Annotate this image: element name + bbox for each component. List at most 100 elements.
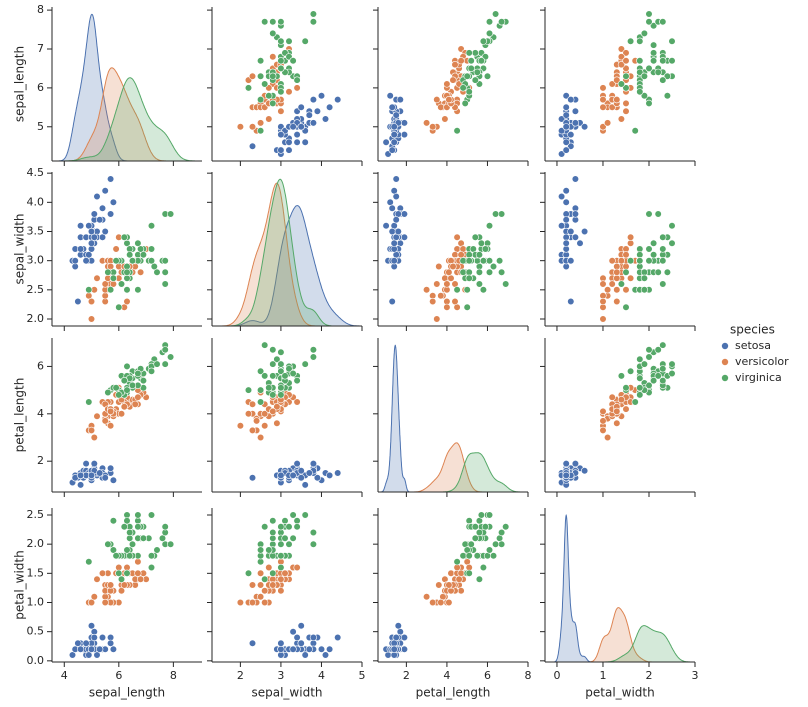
point <box>309 540 318 548</box>
point <box>248 581 257 589</box>
point <box>437 598 445 607</box>
point <box>392 175 400 183</box>
point <box>257 569 265 577</box>
point <box>309 119 318 127</box>
point <box>562 146 570 154</box>
point <box>599 315 607 323</box>
y-tick-label: 2 <box>37 454 44 467</box>
point <box>87 598 96 607</box>
point <box>576 239 584 247</box>
point <box>459 84 467 92</box>
point <box>390 645 398 653</box>
point <box>269 360 277 368</box>
point <box>106 175 115 183</box>
point <box>475 268 484 276</box>
point <box>649 377 658 385</box>
point <box>445 95 453 104</box>
point <box>617 372 626 380</box>
point <box>451 60 459 69</box>
point <box>90 210 98 218</box>
point <box>236 422 244 430</box>
point <box>93 192 101 201</box>
point <box>301 481 309 489</box>
point <box>617 115 626 123</box>
point <box>74 639 82 647</box>
point <box>161 280 169 288</box>
point <box>567 227 575 236</box>
point <box>128 257 137 265</box>
point <box>645 210 653 218</box>
point <box>463 286 471 294</box>
point <box>93 274 101 282</box>
point <box>309 528 318 537</box>
point <box>465 274 473 282</box>
point <box>457 587 465 595</box>
panel <box>207 338 363 497</box>
point <box>123 386 131 394</box>
point <box>293 523 301 531</box>
point <box>654 268 662 276</box>
y-tick-label: 5 <box>37 120 44 133</box>
kde-area <box>69 67 166 162</box>
point <box>461 99 469 107</box>
point <box>479 563 488 572</box>
point <box>261 372 269 380</box>
point <box>257 367 265 375</box>
point <box>467 64 475 72</box>
kde-area <box>58 13 128 162</box>
point <box>85 398 93 406</box>
panel <box>373 7 529 166</box>
point <box>613 286 621 294</box>
point <box>617 45 626 53</box>
point <box>622 303 630 311</box>
point <box>390 123 398 131</box>
point <box>161 257 169 265</box>
point <box>90 593 98 601</box>
point <box>392 111 400 119</box>
point <box>668 369 676 378</box>
point <box>626 257 635 265</box>
panel <box>373 172 529 331</box>
point <box>109 645 117 653</box>
point <box>557 115 566 123</box>
point <box>617 53 626 61</box>
point <box>293 131 301 139</box>
point <box>465 88 473 96</box>
point <box>449 262 457 271</box>
point <box>257 386 265 394</box>
point <box>106 286 115 294</box>
point <box>567 95 575 104</box>
point <box>608 393 616 401</box>
point <box>257 581 265 589</box>
point <box>599 123 607 131</box>
point <box>659 280 667 288</box>
point <box>123 297 131 306</box>
x-tick-label: 1 <box>599 669 606 682</box>
point <box>453 558 461 566</box>
point <box>257 593 265 601</box>
point <box>599 84 607 92</box>
point <box>622 99 630 107</box>
point <box>82 460 90 468</box>
point <box>580 467 589 475</box>
point <box>334 469 342 477</box>
point <box>654 346 662 354</box>
point <box>265 384 273 392</box>
point <box>562 92 570 100</box>
point <box>599 407 607 416</box>
point <box>297 474 305 482</box>
point <box>388 204 396 212</box>
point <box>265 546 273 554</box>
point <box>289 123 297 131</box>
point <box>645 18 653 26</box>
point <box>106 464 115 472</box>
x-axis-label: petal_length <box>416 686 491 700</box>
point <box>390 131 398 139</box>
point <box>608 257 616 265</box>
point <box>388 103 396 111</box>
point <box>120 377 128 385</box>
point <box>277 587 285 595</box>
point <box>562 198 570 206</box>
point <box>617 396 626 404</box>
point <box>123 569 131 577</box>
